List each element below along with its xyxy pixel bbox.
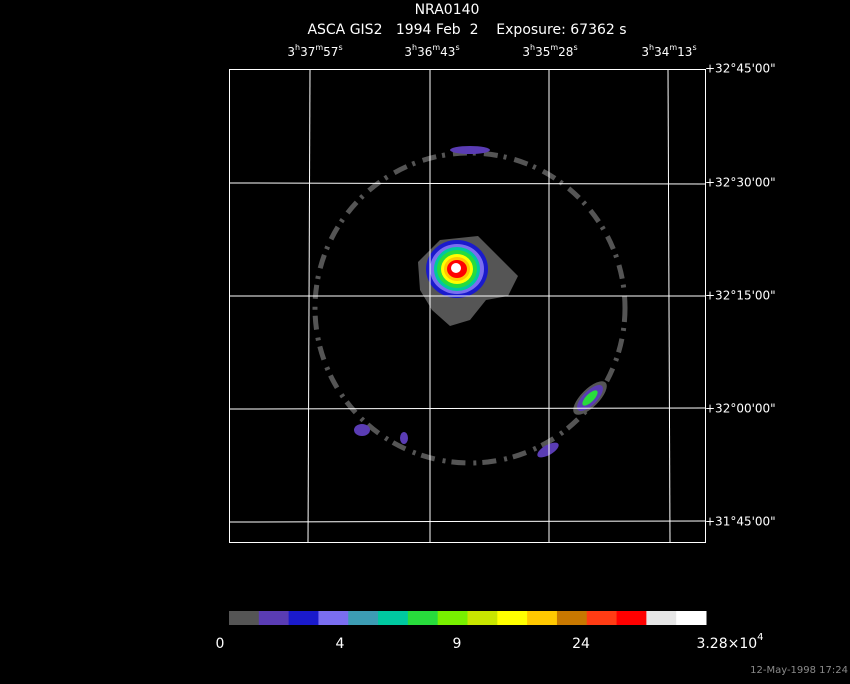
ra-unit: s bbox=[455, 43, 459, 52]
ra-unit: m bbox=[432, 43, 440, 52]
colorbar-cell bbox=[348, 611, 379, 625]
colorbar-cell bbox=[407, 611, 439, 625]
coordinate-grid bbox=[228, 68, 707, 544]
ra-label: 3h34m13s bbox=[641, 43, 696, 59]
colorbar-cell bbox=[527, 611, 558, 625]
colorbar-cell bbox=[646, 611, 677, 625]
ra-unit: s bbox=[573, 43, 577, 52]
ra-value: 3 bbox=[641, 45, 649, 59]
max-exponent: 4 bbox=[757, 632, 763, 643]
colorbar-label: 24 bbox=[572, 636, 590, 652]
title: NRA0140 bbox=[415, 2, 480, 18]
colorbar-cell bbox=[586, 611, 618, 625]
ra-unit: s bbox=[338, 43, 342, 52]
colorbar-cell bbox=[616, 611, 647, 625]
subtitle: ASCA GIS2 1994 Feb 2 Exposure: 67362 s bbox=[307, 22, 626, 38]
max-base: 3.28×10 bbox=[696, 636, 757, 652]
ra-unit: h bbox=[412, 43, 417, 52]
colorbar-cell bbox=[258, 611, 290, 625]
ra-value: 35 bbox=[535, 45, 550, 59]
ra-value: 34 bbox=[654, 45, 669, 59]
ra-label: 3h35m28s bbox=[522, 43, 577, 59]
colorbar-cell bbox=[229, 611, 260, 625]
dec-label: +31°45'00" bbox=[705, 515, 776, 529]
colorbar-cell bbox=[437, 611, 468, 625]
dec-label: +32°00'00" bbox=[705, 402, 776, 416]
dec-label: +32°45'00" bbox=[705, 62, 776, 76]
ra-value: 57 bbox=[323, 45, 338, 59]
dec-label: +32°30'00" bbox=[705, 176, 776, 190]
colorbar-cell bbox=[318, 611, 349, 625]
ra-unit: m bbox=[669, 43, 677, 52]
colorbar-cell bbox=[378, 611, 409, 625]
ra-label: 3h37m57s bbox=[287, 43, 342, 59]
colorbar-max-label: 3.28×104 bbox=[696, 632, 763, 652]
dec-label: +32°15'00" bbox=[705, 289, 776, 303]
ra-label: 3h36m43s bbox=[404, 43, 459, 59]
timestamp: 12-May-1998 17:24 bbox=[750, 665, 848, 676]
ra-unit: h bbox=[649, 43, 654, 52]
ra-value: 13 bbox=[677, 45, 692, 59]
ra-value: 43 bbox=[440, 45, 455, 59]
ra-value: 3 bbox=[404, 45, 412, 59]
colorbar-label: 4 bbox=[336, 636, 345, 652]
x-ray-image bbox=[312, 146, 628, 466]
colorbar-cell bbox=[676, 611, 707, 625]
ra-unit: m bbox=[550, 43, 558, 52]
colorbar-cell bbox=[288, 611, 319, 625]
ra-value: 3 bbox=[287, 45, 295, 59]
ra-unit: h bbox=[530, 43, 535, 52]
ra-unit: s bbox=[692, 43, 696, 52]
colorbar-cell bbox=[556, 611, 588, 625]
ra-unit: h bbox=[295, 43, 300, 52]
colorbar-cell bbox=[467, 611, 498, 625]
colorbar-cell bbox=[497, 611, 528, 625]
ra-value: 36 bbox=[417, 45, 432, 59]
colorbar-label: 0 bbox=[216, 636, 225, 652]
ra-unit: m bbox=[315, 43, 323, 52]
ra-value: 28 bbox=[558, 45, 573, 59]
colorbar-label: 9 bbox=[453, 636, 462, 652]
ra-value: 3 bbox=[522, 45, 530, 59]
ra-value: 37 bbox=[300, 45, 315, 59]
